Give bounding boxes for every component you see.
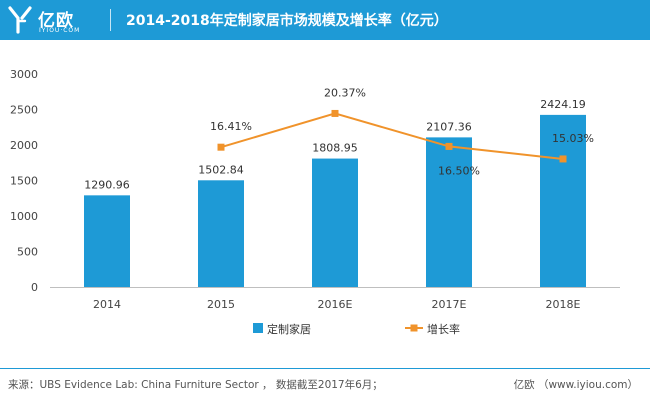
legend-line-label: 增长率 — [427, 323, 460, 336]
growth-rate-label: 15.03% — [552, 132, 594, 145]
bar-value-label: 2107.36 — [426, 120, 472, 133]
bar — [84, 195, 130, 287]
footer-divider — [0, 368, 650, 369]
bar-value-label: 1808.95 — [312, 142, 358, 155]
legend-line-swatch — [405, 324, 423, 332]
y-tick-label: 3000 — [10, 68, 38, 81]
bar — [426, 137, 472, 287]
growth-rate-label: 20.37% — [324, 86, 366, 99]
bar — [198, 180, 244, 287]
growth-rate-line — [220, 112, 564, 160]
brand-subtitle: IYIOU·COM — [39, 27, 81, 34]
x-tick-label: 2015 — [207, 298, 235, 311]
growth-rate-label: 16.41% — [210, 120, 252, 133]
growth-rate-marker — [217, 143, 225, 151]
growth-rate-marker — [559, 155, 567, 163]
chart-area: 0 500 1000 1500 2000 2500 3000 1290.96 1502.84 18… — [10, 68, 620, 311]
growth-rate-label: 16.50% — [438, 164, 480, 177]
bar-value-label: 1290.96 — [84, 178, 130, 191]
brand-name: 亿欧 — [38, 11, 74, 31]
legend-bar-label: 定制家居 — [267, 323, 311, 336]
x-tick-label: 2018E — [546, 298, 581, 311]
bar-value-label: 1502.84 — [198, 163, 244, 176]
chart-title: 2014-2018年定制家居市场规模及增长率（亿元） — [126, 13, 448, 29]
bar — [540, 114, 586, 287]
bar-value-label: 2424.19 — [540, 98, 586, 111]
legend-bar-swatch — [253, 323, 263, 333]
x-tick-label: 2017E — [432, 298, 467, 311]
y-tick-label: 2000 — [10, 139, 38, 152]
x-tick-label: 2016E — [318, 298, 353, 311]
brand-logo[interactable]: 亿欧 IYIOU·COM — [6, 4, 116, 36]
y-tick-label: 1500 — [10, 175, 38, 188]
y-tick-label: 500 — [17, 246, 38, 259]
y-tick-label: 1000 — [10, 210, 38, 223]
x-tick-label: 2014 — [93, 298, 121, 311]
header-bar: 亿欧 IYIOU·COM 2014-2018年定制家居市场规模及增长率（亿元） — [0, 0, 650, 40]
y-tick-label: 2500 — [10, 104, 38, 117]
growth-rate-marker — [331, 109, 339, 117]
y-tick-label: 0 — [31, 281, 38, 294]
header-divider — [110, 9, 111, 31]
growth-rate-marker — [445, 142, 453, 150]
bar — [312, 158, 358, 287]
logo-icon — [8, 6, 32, 34]
footer-brand[interactable]: 亿欧 （www.iyiou.com） — [513, 379, 638, 391]
footer-source: 来源：UBS Evidence Lab: China Furniture Sec… — [8, 379, 383, 391]
